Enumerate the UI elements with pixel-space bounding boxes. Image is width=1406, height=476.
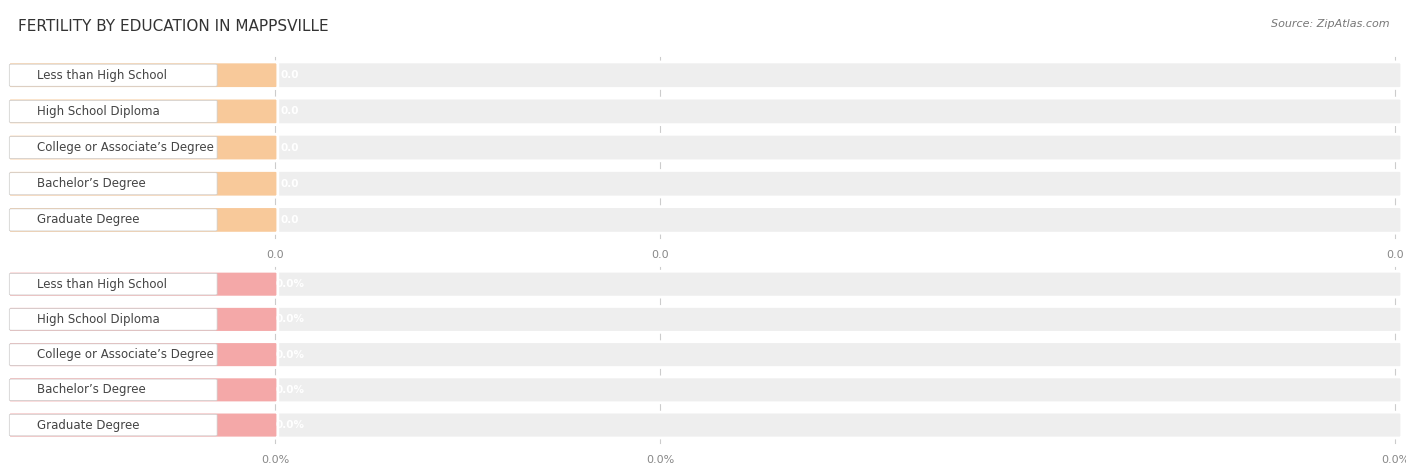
FancyBboxPatch shape [8,377,278,403]
Text: 0.0%: 0.0% [1381,455,1406,465]
FancyBboxPatch shape [8,134,1402,161]
Text: Graduate Degree: Graduate Degree [37,213,139,227]
FancyBboxPatch shape [10,137,217,159]
FancyBboxPatch shape [10,173,217,195]
FancyBboxPatch shape [10,308,217,330]
FancyBboxPatch shape [8,342,1402,367]
Text: 0.0%: 0.0% [262,455,290,465]
Text: FERTILITY BY EDUCATION IN MAPPSVILLE: FERTILITY BY EDUCATION IN MAPPSVILLE [18,19,329,34]
FancyBboxPatch shape [8,307,278,332]
Text: College or Associate’s Degree: College or Associate’s Degree [37,348,214,361]
FancyBboxPatch shape [10,64,217,86]
FancyBboxPatch shape [8,307,1402,332]
FancyBboxPatch shape [8,271,1402,297]
Text: 0.0: 0.0 [281,215,299,225]
FancyBboxPatch shape [10,273,217,295]
Text: 0.0%: 0.0% [276,420,305,430]
Text: 0.0%: 0.0% [645,455,673,465]
FancyBboxPatch shape [10,100,217,122]
FancyBboxPatch shape [10,379,217,401]
FancyBboxPatch shape [8,412,1402,438]
Text: Bachelor’s Degree: Bachelor’s Degree [37,383,145,397]
FancyBboxPatch shape [10,344,217,366]
FancyBboxPatch shape [8,62,1402,89]
Text: 0.0: 0.0 [281,178,299,189]
Text: 0.0: 0.0 [281,142,299,153]
FancyBboxPatch shape [8,62,278,89]
Text: 0.0: 0.0 [1386,250,1403,260]
Text: College or Associate’s Degree: College or Associate’s Degree [37,141,214,154]
FancyBboxPatch shape [8,412,278,438]
FancyBboxPatch shape [8,170,278,197]
Text: 0.0%: 0.0% [276,385,305,395]
Text: High School Diploma: High School Diploma [37,105,159,118]
Text: 0.0%: 0.0% [276,279,305,289]
FancyBboxPatch shape [8,271,278,297]
FancyBboxPatch shape [8,207,278,233]
Text: 0.0: 0.0 [266,250,284,260]
FancyBboxPatch shape [10,209,217,231]
FancyBboxPatch shape [8,134,278,161]
Text: Source: ZipAtlas.com: Source: ZipAtlas.com [1271,19,1389,29]
Text: 0.0: 0.0 [651,250,669,260]
Text: Less than High School: Less than High School [37,278,167,291]
Text: 0.0%: 0.0% [276,349,305,360]
FancyBboxPatch shape [8,207,1402,233]
FancyBboxPatch shape [8,377,1402,403]
FancyBboxPatch shape [8,98,278,125]
Text: Less than High School: Less than High School [37,69,167,82]
Text: 0.0%: 0.0% [276,314,305,325]
Text: 0.0: 0.0 [281,106,299,117]
FancyBboxPatch shape [8,342,278,367]
FancyBboxPatch shape [8,170,1402,197]
Text: 0.0: 0.0 [281,70,299,80]
Text: Graduate Degree: Graduate Degree [37,418,139,432]
Text: High School Diploma: High School Diploma [37,313,159,326]
Text: Bachelor’s Degree: Bachelor’s Degree [37,177,145,190]
FancyBboxPatch shape [8,98,1402,125]
FancyBboxPatch shape [10,414,217,436]
